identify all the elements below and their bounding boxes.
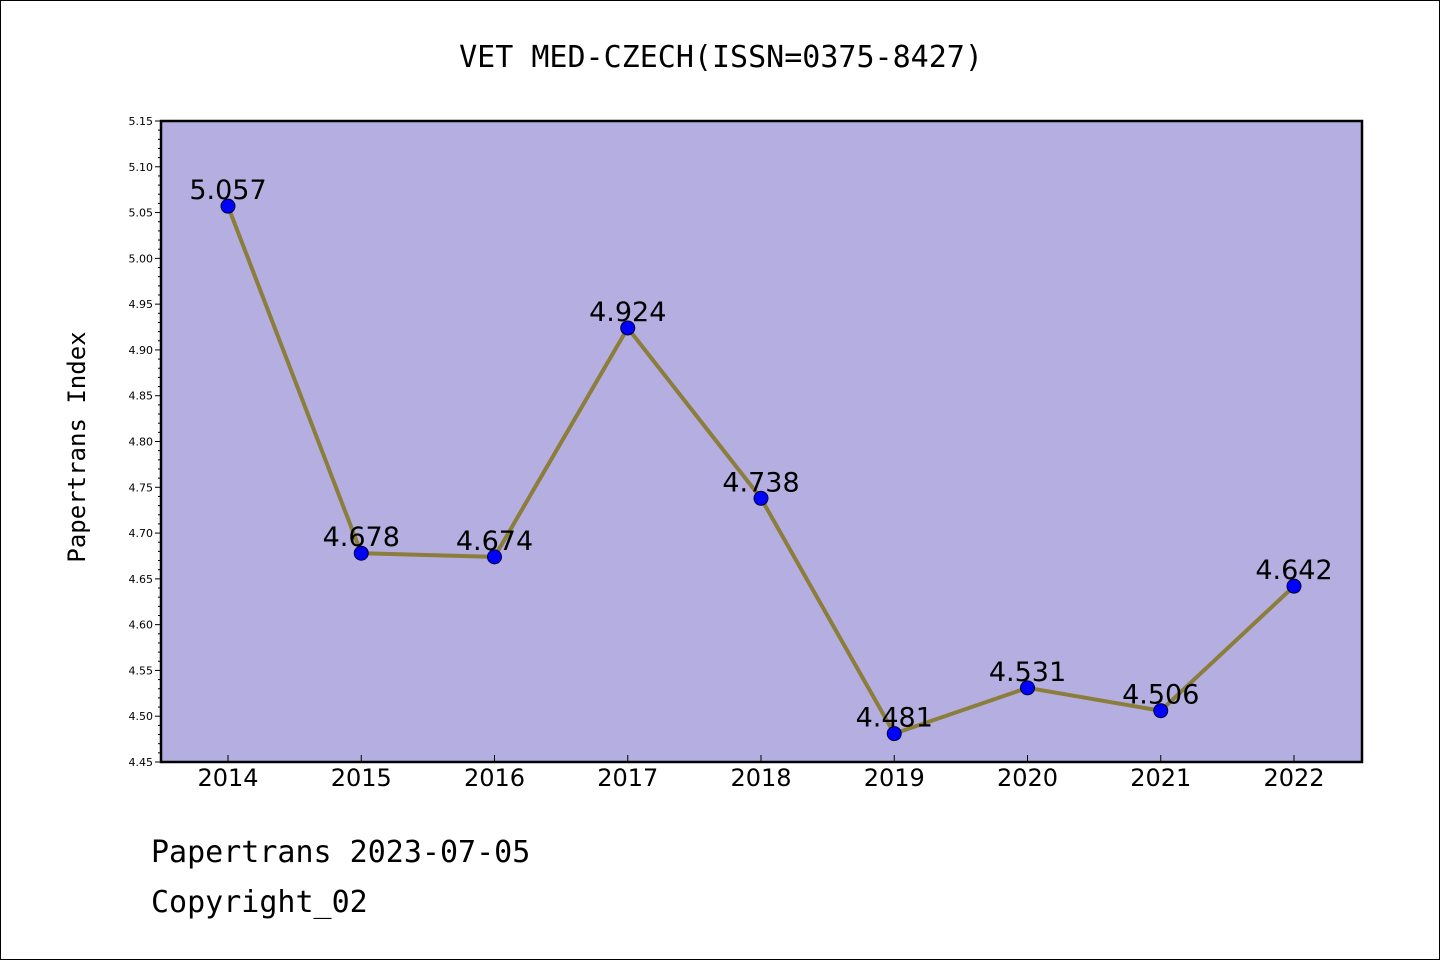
x-tick-label: 2019 [864, 764, 925, 792]
y-axis-label: Papertrans Index [63, 331, 91, 562]
x-tick-label: 2014 [197, 764, 258, 792]
data-label: 4.738 [722, 467, 799, 498]
y-tick-label: 5.05 [129, 207, 154, 220]
data-label: 4.924 [589, 297, 666, 328]
x-tick-label: 2021 [1130, 764, 1191, 792]
y-tick-label: 4.70 [129, 527, 154, 540]
chart-title: VET MED-CZECH(ISSN=0375-8427) [459, 40, 983, 75]
x-tick-label: 2018 [730, 764, 791, 792]
x-tick-label: 2017 [597, 764, 658, 792]
data-markers [220, 198, 1302, 742]
y-tick-label: 4.95 [129, 298, 154, 311]
data-label: 4.642 [1255, 555, 1332, 586]
data-label: 4.674 [456, 526, 533, 557]
x-axis-ticks: 2014 2015 2016 2017 2018 2019 2020 2021 2022 [197, 755, 1325, 792]
data-point [353, 545, 369, 561]
data-point [1286, 578, 1302, 594]
y-tick-label: 4.50 [129, 710, 154, 723]
x-tick-label: 2015 [331, 764, 392, 792]
data-point [220, 198, 236, 214]
footer-copyright: Copyright_02 [151, 885, 368, 920]
plot-border [159, 119, 1364, 764]
x-tick-label: 2020 [997, 764, 1058, 792]
y-tick-label: 4.60 [129, 619, 154, 632]
y-axis-ticks: 4.45 4.50 4.55 4.60 4.65 4.70 4.75 4.80 4.85 4.90… [129, 115, 161, 769]
x-tick-label: 2022 [1263, 764, 1324, 792]
y-tick-label: 4.80 [129, 436, 154, 449]
data-label: 4.531 [989, 657, 1066, 688]
data-label: 4.678 [323, 522, 400, 553]
y-tick-label: 4.90 [129, 344, 154, 357]
y-tick-label: 5.00 [129, 252, 154, 265]
footer-date: Papertrans 2023-07-05 [151, 835, 531, 870]
data-point [487, 549, 502, 565]
y-tick-label: 5.15 [129, 115, 154, 128]
y-tick-label: 4.45 [129, 756, 154, 769]
data-label: 4.481 [856, 703, 933, 734]
y-tick-label: 4.55 [129, 664, 154, 677]
data-point [1153, 703, 1169, 719]
x-tick-label: 2016 [464, 764, 525, 792]
y-tick-label: 4.75 [129, 481, 154, 494]
plot-area [161, 121, 1362, 762]
data-point [620, 320, 636, 336]
data-label: 4.506 [1122, 680, 1199, 711]
data-point [1020, 680, 1035, 696]
y-tick-label: 5.10 [129, 161, 154, 174]
data-point [753, 490, 769, 506]
data-point [886, 726, 902, 742]
y-tick-label: 4.85 [129, 390, 154, 403]
y-tick-label: 4.65 [129, 573, 154, 586]
data-labels: 5.057 4.678 4.674 4.924 4.738 4.481 4.531 4.506… [189, 175, 1332, 733]
data-label: 5.057 [189, 175, 266, 206]
